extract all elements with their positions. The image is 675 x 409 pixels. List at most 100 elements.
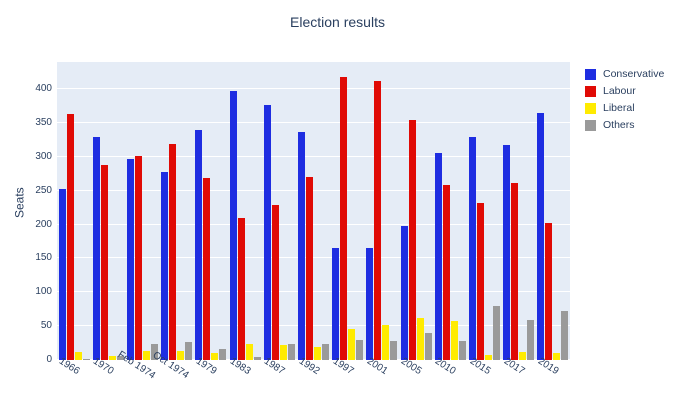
bar-liberal-1970 — [108, 355, 116, 360]
y-tick-0: 0 — [46, 354, 52, 365]
bar-others-1979 — [219, 349, 227, 360]
bar-others-2001 — [390, 341, 398, 360]
legend-item-labour[interactable]: Labour — [585, 85, 664, 97]
bar-others-1970 — [116, 355, 124, 360]
bar-conservative-1966 — [58, 188, 66, 360]
bar-conservative-2005 — [400, 225, 408, 360]
gridline-350 — [57, 121, 570, 123]
bar-labour-2019 — [545, 223, 553, 360]
bar-group-2019: 2019 — [536, 62, 570, 377]
gridline-300 — [57, 155, 570, 157]
bar-liberal-1997 — [348, 328, 356, 360]
bar-others-oct-1974 — [185, 342, 193, 360]
y-tick-100: 100 — [35, 286, 52, 298]
bar-conservative-2010 — [434, 152, 442, 360]
bar-group-feb-1974: Feb 1974 — [115, 62, 159, 381]
y-tick-50: 50 — [40, 320, 52, 332]
bar-groups: 1966 1970 Feb 1974 Oct 1974 1979 1983 1987 1992… — [57, 62, 570, 381]
legend-item-liberal[interactable]: Liberal — [585, 102, 664, 114]
bar-liberal-2010 — [450, 321, 458, 360]
bar-others-1992 — [322, 343, 330, 360]
bar-conservative-1992 — [298, 132, 306, 360]
bar-labour-1997 — [340, 76, 348, 360]
bar-conservative-1983 — [229, 91, 237, 360]
bar-group-2005: 2005 — [399, 62, 433, 377]
gridline-150 — [57, 257, 570, 259]
bar-labour-2010 — [442, 185, 450, 360]
legend-item-others[interactable]: Others — [585, 119, 664, 131]
bar-others-2015 — [493, 305, 501, 360]
bar-others-feb-1974 — [151, 344, 158, 360]
bar-liberal-2019 — [553, 352, 561, 360]
legend-item-conservative[interactable]: Conservative — [585, 68, 664, 80]
bar-group-1992: 1992 — [296, 62, 330, 377]
bar-group-1970: 1970 — [91, 62, 125, 377]
bar-liberal-2005 — [416, 318, 424, 360]
bar-group-2017: 2017 — [502, 62, 536, 377]
bar-labour-2015 — [477, 202, 485, 360]
y-tick-300: 300 — [35, 150, 52, 162]
bar-liberal-1987 — [279, 345, 287, 360]
bar-conservative-1997 — [332, 248, 340, 360]
bar-liberal-1966 — [74, 351, 82, 360]
bar-labour-feb-1974 — [135, 156, 142, 360]
gridline-400 — [57, 88, 570, 90]
bar-group-1997: 1997 — [331, 62, 365, 377]
gridline-100 — [57, 291, 570, 293]
chart-title: Election results — [290, 14, 385, 30]
bar-others-2017 — [527, 320, 535, 360]
bar-liberal-1983 — [245, 344, 253, 360]
bar-conservative-1987 — [263, 105, 271, 360]
bar-labour-1966 — [66, 113, 74, 360]
legend-swatch-liberal — [585, 102, 596, 114]
y-tick-200: 200 — [35, 218, 52, 230]
bar-conservative-1970 — [92, 136, 100, 360]
bar-liberal-1992 — [314, 346, 322, 360]
plot-area: 1966 1970 Feb 1974 Oct 1974 1979 1983 1987 1992… — [57, 62, 570, 381]
legend-label-conservative: Conservative — [603, 68, 665, 80]
y-tick-250: 250 — [35, 184, 52, 196]
bar-conservative-2015 — [469, 136, 477, 360]
legend-swatch-labour — [585, 85, 596, 97]
bar-conservative-oct-1974 — [161, 172, 169, 360]
y-tick-150: 150 — [35, 252, 52, 264]
legend-label-liberal: Liberal — [603, 102, 635, 114]
y-tick-350: 350 — [35, 116, 52, 128]
bar-labour-1970 — [100, 164, 108, 360]
gridline-200 — [57, 223, 570, 225]
bar-others-2010 — [458, 341, 466, 360]
bar-group-1979: 1979 — [194, 62, 228, 377]
bar-group-1983: 1983 — [228, 62, 262, 377]
bar-conservative-2019 — [537, 112, 545, 360]
bar-liberal-2017 — [519, 351, 527, 360]
bar-group-2001: 2001 — [365, 62, 399, 377]
bar-labour-1983 — [237, 218, 245, 360]
bar-labour-2017 — [511, 182, 519, 360]
bar-conservative-2017 — [503, 145, 511, 360]
gridline-50 — [57, 325, 570, 327]
bar-liberal-2015 — [485, 354, 493, 360]
bar-labour-2005 — [408, 119, 416, 360]
bar-conservative-1979 — [195, 130, 203, 360]
bar-group-oct-1974: Oct 1974 — [150, 62, 194, 381]
bar-others-2005 — [424, 332, 432, 360]
bar-labour-oct-1974 — [169, 143, 177, 360]
bar-labour-1992 — [306, 176, 314, 360]
bar-group-2010: 2010 — [433, 62, 467, 377]
bar-labour-1987 — [271, 204, 279, 360]
legend-label-others: Others — [603, 119, 635, 131]
bar-others-2019 — [561, 311, 569, 360]
legend: Conservative Labour Liberal Others — [585, 68, 664, 136]
bar-group-1966: 1966 — [57, 62, 91, 377]
legend-swatch-others — [585, 119, 596, 131]
bar-labour-2001 — [374, 81, 382, 360]
bar-others-1997 — [356, 339, 364, 360]
bar-liberal-2001 — [382, 324, 390, 360]
bar-liberal-1979 — [211, 352, 219, 360]
bar-conservative-2001 — [366, 247, 374, 360]
bar-conservative-feb-1974 — [127, 158, 134, 360]
bar-others-1987 — [287, 344, 295, 360]
legend-label-labour: Labour — [603, 85, 636, 97]
gridline-250 — [57, 189, 570, 191]
